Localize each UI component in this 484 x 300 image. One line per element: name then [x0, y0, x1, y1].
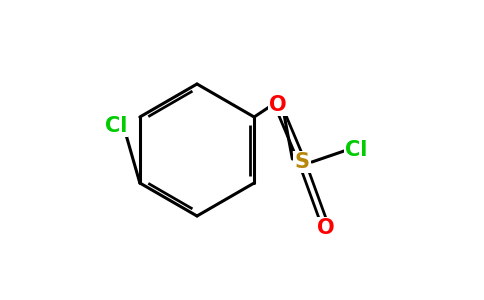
- Text: S: S: [294, 152, 309, 172]
- Text: O: O: [317, 218, 335, 238]
- Text: Cl: Cl: [105, 116, 127, 136]
- Text: O: O: [269, 95, 287, 115]
- Text: Cl: Cl: [345, 140, 367, 160]
